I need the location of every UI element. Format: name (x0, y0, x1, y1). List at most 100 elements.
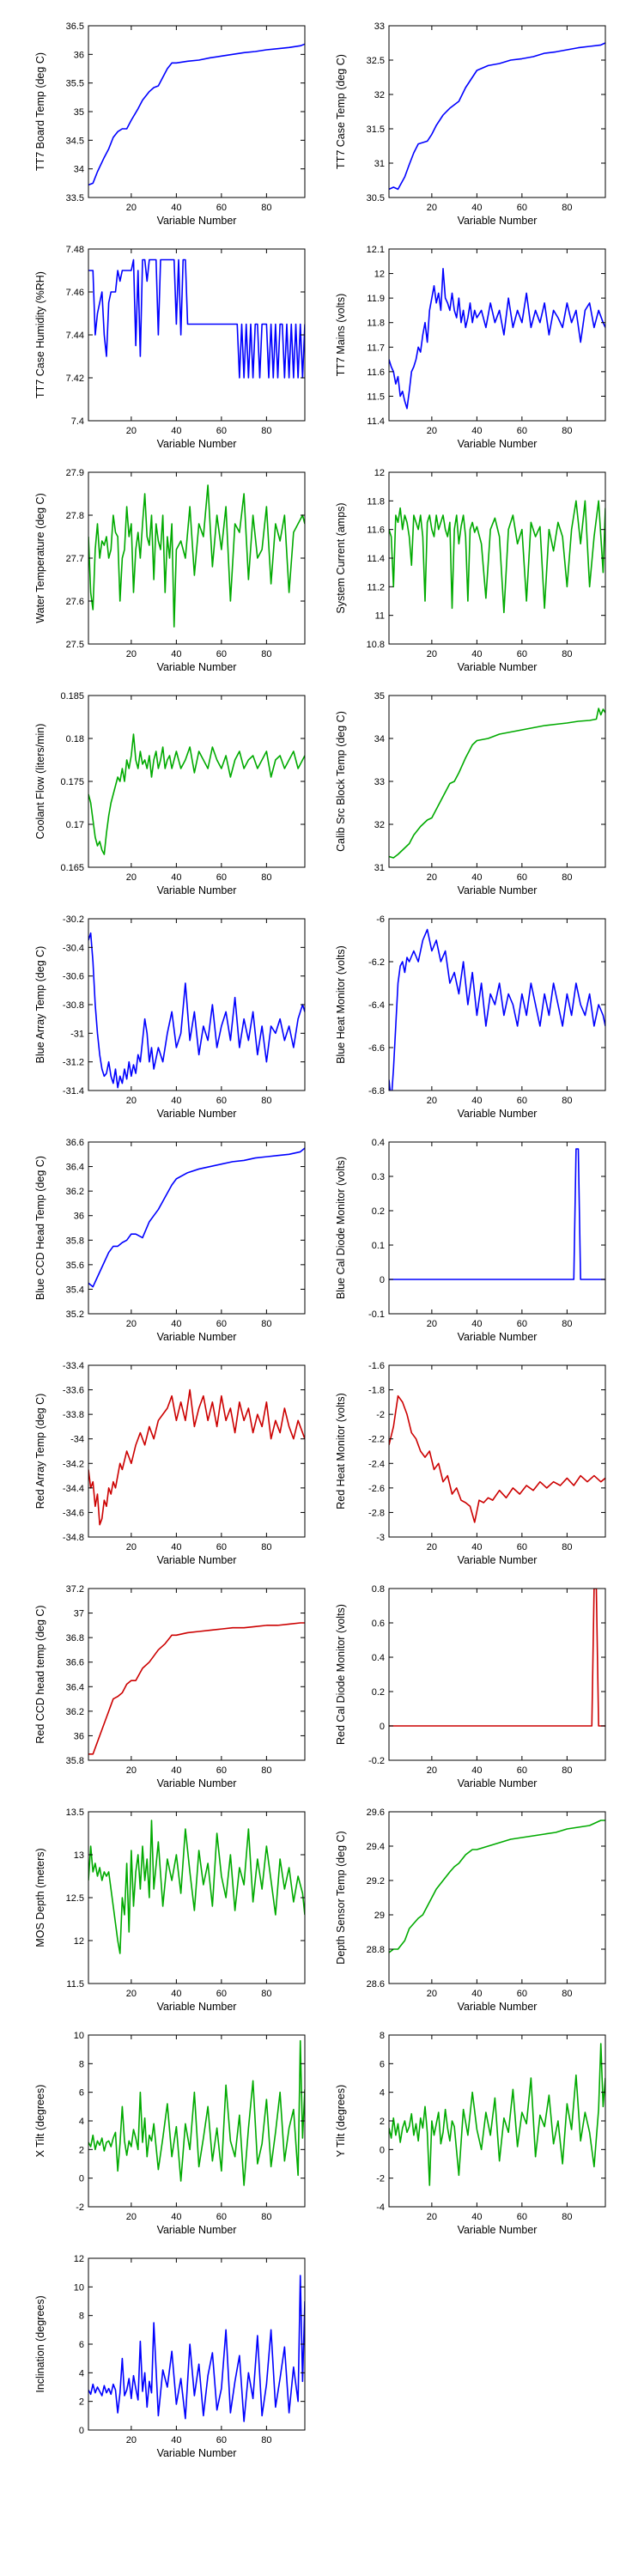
y-axis-label: Red Heat Monitor (volts) (335, 1393, 347, 1509)
y-tick-label: 11 (375, 611, 385, 622)
y-tick-label: 6 (79, 2340, 84, 2350)
y-tick-label: -2 (376, 2174, 385, 2184)
x-tick-label: 60 (216, 649, 227, 659)
y-tick-label: -34.4 (63, 1484, 84, 1494)
y-tick-label: -2.4 (368, 1459, 385, 1469)
y-tick-label: 0.175 (60, 777, 84, 787)
series-line (389, 1589, 605, 1727)
series-line (88, 1147, 305, 1288)
x-tick-label: 60 (517, 1096, 527, 1106)
y-tick-label: -6.4 (368, 1000, 385, 1011)
x-axis-label: Variable Number (458, 215, 538, 227)
x-tick-label: 60 (216, 1319, 227, 1329)
plot-area (389, 696, 605, 867)
x-tick-label: 60 (216, 872, 227, 883)
y-tick-label: -34.8 (63, 1533, 84, 1543)
plot-area (88, 696, 305, 867)
y-axis-label: Red Cal Diode Monitor (volts) (335, 1604, 347, 1745)
x-tick-label: 40 (171, 1319, 181, 1329)
x-axis-label: Variable Number (157, 438, 237, 450)
y-tick-label: 27.9 (66, 468, 84, 478)
y-axis-label: Blue Heat Monitor (volts) (335, 945, 347, 1064)
series-line (88, 1820, 305, 1954)
x-tick-label: 80 (562, 1989, 572, 1999)
x-tick-label: 60 (517, 1542, 527, 1552)
x-axis-label: Variable Number (157, 2224, 237, 2236)
y-tick-label: -33.6 (63, 1386, 84, 1396)
plot-area (88, 2258, 305, 2430)
chart-panel-11: 20 40 60 80 35.2 35.4 35.6 35.8 36 36.2 36.4 36.6 Va… (34, 1138, 306, 1343)
y-tick-label: -2 (376, 1410, 385, 1420)
x-axis-label: Variable Number (458, 1108, 538, 1120)
x-tick-label: 20 (126, 1765, 137, 1776)
plot-area (389, 1365, 605, 1537)
x-tick-label: 20 (126, 1542, 137, 1552)
x-tick-label: 80 (562, 872, 572, 883)
y-tick-label: 11.8 (367, 496, 385, 507)
x-tick-label: 20 (427, 1765, 437, 1776)
y-axis-label: Y Tilt (degrees) (335, 2085, 347, 2158)
y-axis-label: Blue Cal Diode Monitor (volts) (335, 1157, 347, 1299)
y-tick-label: 13 (74, 1850, 84, 1861)
y-tick-label: 12.5 (66, 1893, 84, 1904)
y-axis-label: Water Temperature (deg C) (34, 493, 46, 623)
x-tick-label: 60 (517, 2212, 527, 2222)
x-tick-label: 40 (171, 203, 181, 213)
y-tick-label: -0.2 (368, 1756, 385, 1766)
series-line (389, 708, 605, 859)
y-tick-label: 6 (79, 2088, 84, 2099)
y-tick-label: 11.6 (367, 526, 385, 536)
y-tick-label: 10.8 (367, 640, 385, 650)
y-tick-label: 30.5 (367, 193, 385, 204)
x-tick-label: 40 (171, 2212, 181, 2222)
series-line (389, 268, 605, 410)
chart-panel-2: 20 40 60 80 30.5 31 31.5 32 32.5 33 Variable Numbe… (335, 21, 606, 227)
y-tick-label: -6.8 (368, 1086, 385, 1097)
x-tick-label: 20 (427, 649, 437, 659)
y-tick-label: 0 (380, 1722, 385, 1732)
x-axis-label: Variable Number (458, 438, 538, 450)
series-line (88, 43, 305, 186)
x-tick-label: 20 (427, 2212, 437, 2222)
plot-area (389, 1142, 605, 1314)
x-tick-label: 40 (171, 1765, 181, 1776)
x-tick-label: 40 (471, 872, 482, 883)
x-tick-label: 60 (216, 1989, 227, 1999)
x-tick-label: 20 (427, 203, 437, 213)
y-tick-label: 36.4 (66, 1682, 84, 1692)
y-tick-label: 35 (74, 107, 84, 118)
y-tick-label: 0 (380, 2145, 385, 2155)
y-tick-label: 32.5 (367, 56, 385, 66)
x-tick-label: 20 (126, 2212, 137, 2222)
y-tick-label: -33.4 (63, 1361, 84, 1371)
y-axis-label: Coolant Flow (liters/min) (34, 724, 46, 840)
x-axis-label: Variable Number (157, 215, 237, 227)
y-tick-label: 29.2 (367, 1876, 385, 1886)
y-tick-label: 0.4 (372, 1653, 385, 1663)
x-axis-label: Variable Number (157, 2001, 237, 2013)
axes-box (388, 1141, 606, 1315)
x-axis-label: Variable Number (157, 1777, 237, 1789)
y-tick-label: 2 (79, 2397, 84, 2408)
y-tick-label: 36 (74, 1731, 84, 1741)
y-tick-label: -1.8 (368, 1386, 385, 1396)
y-tick-label: 34 (74, 165, 84, 175)
x-tick-label: 80 (261, 1096, 271, 1106)
y-tick-label: 4 (79, 2368, 84, 2379)
x-axis-label: Variable Number (458, 1331, 538, 1343)
x-tick-label: 80 (562, 649, 572, 659)
y-axis-label: Inclination (degrees) (34, 2295, 46, 2392)
chart-panel-20: 20 40 60 80 -4 -2 0 2 4 6 8 Variable Number Y Tilt (… (335, 2031, 606, 2236)
y-tick-label: 33 (374, 777, 385, 787)
y-tick-label: 35.6 (66, 1261, 84, 1271)
y-tick-label: -31 (70, 1029, 84, 1039)
y-tick-label: 36 (74, 1212, 84, 1222)
x-tick-label: 20 (427, 1096, 437, 1106)
y-tick-label: 0.165 (60, 863, 84, 873)
plot-area (88, 472, 305, 644)
y-tick-label: 36.5 (66, 21, 84, 32)
plot-area (389, 249, 605, 421)
y-tick-label: 4 (79, 2117, 84, 2127)
y-tick-label: 0.3 (372, 1172, 385, 1182)
